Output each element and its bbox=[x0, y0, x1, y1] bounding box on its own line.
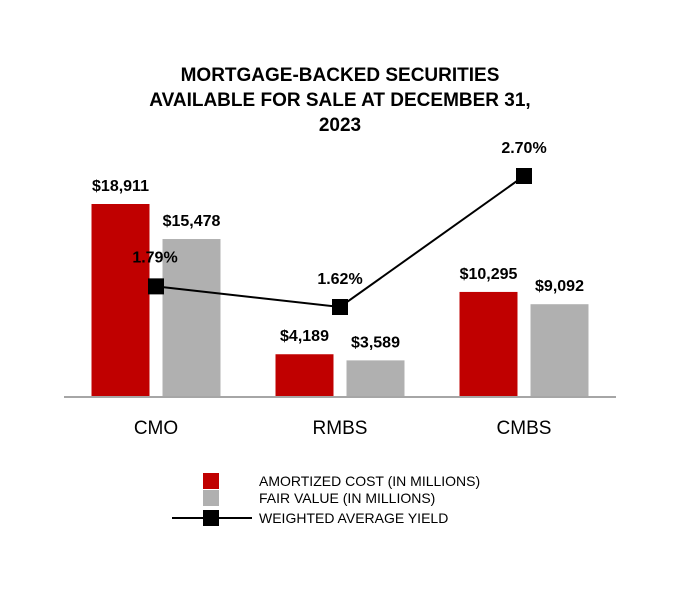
bar-label-fair-cmo: $15,478 bbox=[163, 213, 221, 230]
yield-label-cmbs: 2.70% bbox=[501, 140, 546, 157]
yield-marker-cmo bbox=[148, 278, 164, 295]
category-label-cmbs: CMBS bbox=[497, 418, 552, 439]
chart-title-line-2: AVAILABLE FOR SALE AT DECEMBER 31, bbox=[149, 90, 530, 111]
yield-label-cmo: 1.79% bbox=[132, 249, 177, 266]
legend-label-2: FAIR VALUE (IN MILLIONS) bbox=[259, 490, 435, 506]
legend-label-3: WEIGHTED AVERAGE YIELD bbox=[259, 510, 448, 526]
bar-label-amortized-cmbs: $10,295 bbox=[460, 266, 518, 283]
legend-marker-swatch bbox=[203, 510, 219, 526]
chart-title: MORTGAGE-BACKED SECURITIES AVAILABLE FOR … bbox=[149, 65, 530, 136]
chart-title-line-3: 2023 bbox=[319, 115, 361, 136]
bar-amortized-cmbs bbox=[459, 291, 518, 397]
bar-label-amortized-rmbs: $4,189 bbox=[280, 328, 329, 345]
bar-amortized-cmo bbox=[91, 204, 150, 397]
chart-title-line-1: MORTGAGE-BACKED SECURITIES bbox=[181, 65, 500, 86]
legend-label-1: AMORTIZED COST (IN MILLIONS) bbox=[259, 473, 480, 489]
bar-label-fair-cmbs: $9,092 bbox=[535, 278, 584, 295]
category-labels: CMO RMBS CMBS bbox=[134, 418, 552, 439]
yield-label-rmbs: 1.62% bbox=[317, 271, 362, 288]
yield-marker-cmbs bbox=[516, 168, 532, 184]
bar-fair-cmo bbox=[162, 239, 221, 397]
bars bbox=[91, 204, 589, 397]
bar-fair-cmbs bbox=[530, 304, 589, 397]
legend-swatch-2 bbox=[203, 490, 219, 506]
yield-marker-rmbs bbox=[332, 299, 348, 315]
legend: AMORTIZED COST (IN MILLIONS)FAIR VALUE (… bbox=[172, 473, 480, 526]
bar-label-fair-rmbs: $3,589 bbox=[351, 334, 400, 351]
legend-swatch-1 bbox=[203, 473, 219, 489]
bar-fair-rmbs bbox=[346, 360, 405, 397]
data-labels: $18,911 $4,189 $10,295 $15,478 $3,589 $9,092 1… bbox=[92, 140, 584, 351]
bar-label-amortized-cmo: $18,911 bbox=[92, 178, 149, 195]
yield-line bbox=[148, 168, 532, 315]
bar-amortized-rmbs bbox=[275, 354, 334, 397]
category-label-rmbs: RMBS bbox=[313, 418, 368, 439]
category-label-cmo: CMO bbox=[134, 418, 178, 439]
